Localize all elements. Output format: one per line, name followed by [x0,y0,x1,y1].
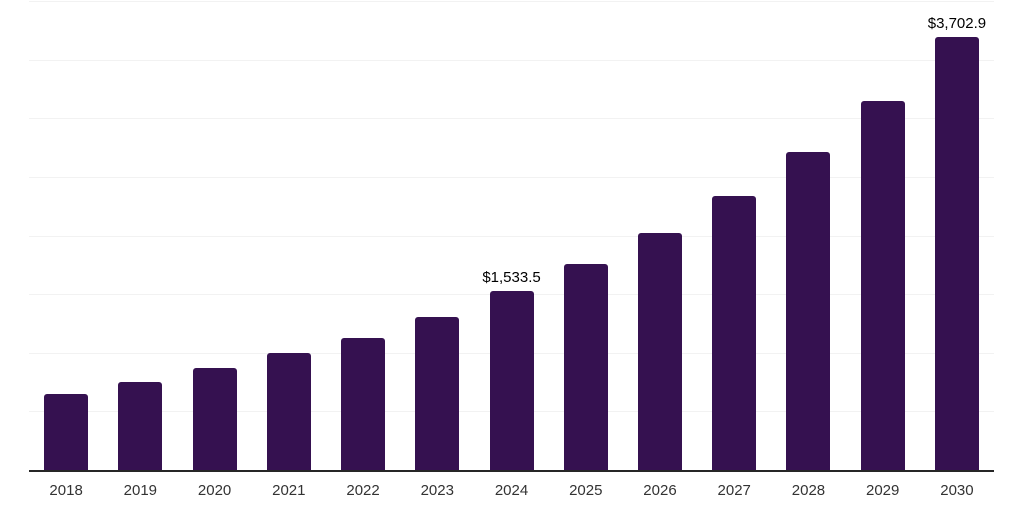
plot-area: $1,533.5 $3,702.9 [29,1,994,472]
bar-band-2021 [252,2,326,471]
bars: $1,533.5 $3,702.9 [29,2,994,471]
x-tick-label-2019: 2019 [123,482,158,499]
bar-band-2023 [400,2,474,471]
bar-2021 [266,353,311,471]
bar-2025 [563,264,608,471]
bar-2024 [489,291,534,471]
x-tick-label-2020: 2020 [197,482,232,499]
bar-band-2029 [846,2,920,471]
x-tick-label-2023: 2023 [420,482,454,499]
gridline-2000 [29,235,994,237]
bar-band-2024: $1,533.5 [474,2,548,471]
bar-2019 [118,381,163,471]
bar-band-2027 [697,2,771,471]
gridline-3500 [29,59,994,61]
x-tick-label-2025: 2025 [569,482,603,499]
bar-value-label-2024: $1,533.5 [482,269,541,287]
bar-band-2026 [623,2,697,471]
gridline-3000 [29,118,994,120]
bar-band-2022 [326,2,400,471]
x-tick-label-2029: 2029 [866,482,900,499]
bar-2029 [860,100,905,471]
gridline-4000 [29,1,994,2]
bar-2020 [192,368,237,471]
x-tick-label-2026: 2026 [643,482,677,499]
x-axis-labels: 2018 2019 2020 2021 2022 2023 2024 2025 2026 2027… [29,482,994,501]
bar-2023 [415,316,460,471]
bar-band-2019 [103,2,177,471]
bar-band-2028 [771,2,845,471]
bar-band-2020 [177,2,251,471]
x-tick-label-2022: 2022 [346,482,380,499]
bar-band-2018 [29,2,103,471]
x-axis-line [29,470,994,472]
bar-band-2030: $3,702.9 [920,2,994,471]
bar-2022 [341,337,386,471]
bar-2030 [934,36,979,471]
bar-value-label-2030: $3,702.9 [927,14,987,32]
x-tick-label-2030: 2030 [940,482,974,499]
x-tick-label-2027: 2027 [717,482,751,499]
bar-2028 [786,151,831,471]
x-tick-label-2018: 2018 [49,482,83,499]
x-tick-label-2028: 2028 [791,482,826,499]
bar-2018 [44,393,89,471]
bar-2027 [712,196,757,471]
gridline-2500 [29,176,994,178]
x-tick-label-2024: 2024 [494,482,529,499]
x-tick-label-2021: 2021 [272,482,306,499]
bar-2026 [637,232,682,471]
bar-band-2025 [549,2,623,471]
